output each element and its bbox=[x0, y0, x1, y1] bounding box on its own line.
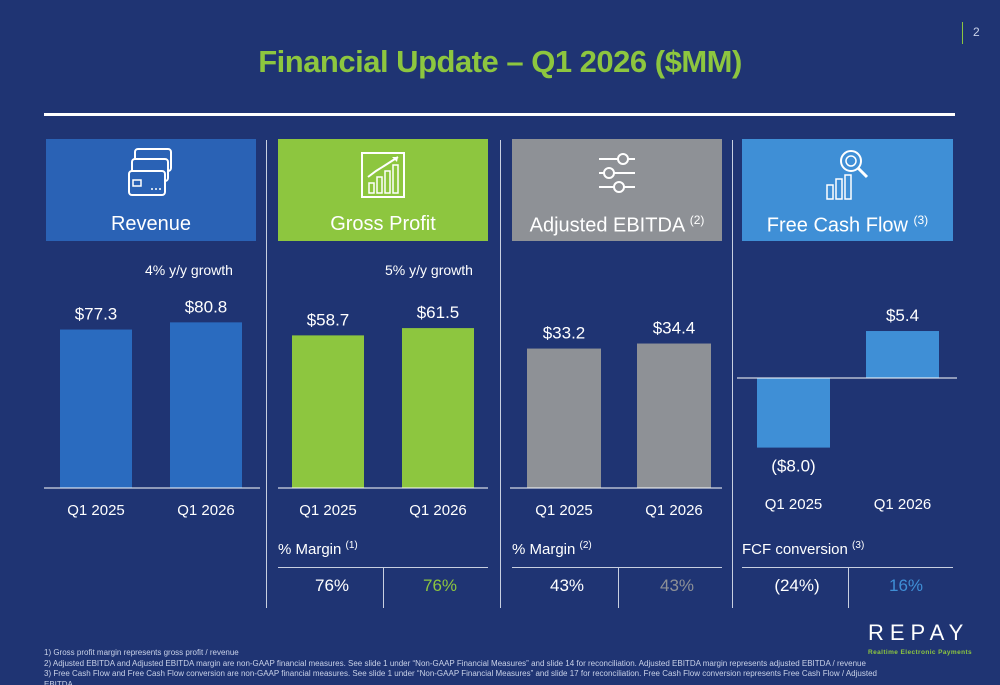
gross-margin-q1-2026: 76% bbox=[422, 576, 458, 595]
metric-separator bbox=[383, 568, 384, 608]
revenue-header: Revenue bbox=[46, 139, 256, 241]
data-label: $61.5 bbox=[417, 303, 460, 322]
fcf-conversion-q1-2026: 16% bbox=[888, 576, 924, 595]
metric-separator bbox=[618, 568, 619, 608]
bar-q1-2025 bbox=[60, 329, 132, 488]
bar-chart-growth-icon bbox=[278, 147, 488, 205]
x-tick-label: Q1 2026 bbox=[874, 496, 932, 513]
bar-q1-2026 bbox=[866, 331, 939, 378]
logo-wordmark: REPAY bbox=[868, 620, 970, 645]
fcf-conversion-label: FCF conversion (3) bbox=[742, 540, 865, 558]
footnote: 2) Adjusted EBITDA and Adjusted EBITDA m… bbox=[44, 658, 866, 668]
gross-profit-label: Gross Profit bbox=[330, 213, 436, 235]
x-tick-label: Q1 2025 bbox=[67, 502, 125, 519]
panel-divider bbox=[266, 140, 267, 608]
bar-q1-2026 bbox=[637, 343, 711, 488]
metric-separator bbox=[848, 568, 849, 608]
metric-divider bbox=[278, 567, 488, 568]
x-tick-label: Q1 2025 bbox=[765, 496, 823, 513]
data-label: $5.4 bbox=[886, 306, 919, 325]
revenue-label: Revenue bbox=[110, 213, 192, 235]
ebitda-margin-q1-2025: 43% bbox=[549, 576, 585, 595]
adjusted-ebitda-label: Adjusted EBITDA (2) bbox=[529, 213, 705, 237]
free-cash-flow-header: Free Cash Flow (3) bbox=[742, 139, 953, 241]
ebitda-margin-q1-2026: 43% bbox=[659, 576, 695, 595]
x-tick-label: Q1 2026 bbox=[409, 502, 467, 519]
credit-cards-icon bbox=[46, 147, 256, 205]
revenue-growth-annotation: 4% y/y growth bbox=[145, 262, 233, 278]
data-label: $58.7 bbox=[307, 310, 350, 329]
gross-profit-growth-annotation: 5% y/y growth bbox=[385, 262, 473, 278]
gross-profit-header: Gross Profit bbox=[278, 139, 488, 241]
free-cash-flow-label: Free Cash Flow (3) bbox=[766, 213, 929, 237]
adjusted-ebitda-header: Adjusted EBITDA (2) bbox=[512, 139, 722, 241]
title-divider bbox=[44, 113, 955, 116]
footnote: 3) Free Cash Flow and Free Cash Flow con… bbox=[44, 669, 877, 685]
metric-divider bbox=[512, 567, 722, 568]
bar-q1-2025 bbox=[757, 378, 830, 448]
page-title: Financial Update – Q1 2026 ($MM) bbox=[258, 44, 742, 79]
bar-q1-2026 bbox=[170, 322, 242, 488]
x-tick-label: Q1 2025 bbox=[535, 502, 593, 519]
bar-q1-2026 bbox=[402, 328, 474, 488]
data-label: $33.2 bbox=[543, 324, 586, 343]
sliders-icon bbox=[512, 147, 722, 205]
bar-q1-2025 bbox=[527, 348, 601, 488]
data-label: $80.8 bbox=[185, 297, 228, 316]
panel-divider bbox=[500, 140, 501, 608]
data-label: ($8.0) bbox=[771, 457, 815, 476]
ebitda-margin-label: % Margin (2) bbox=[512, 540, 592, 558]
metric-divider bbox=[742, 567, 953, 568]
footnote: 1) Gross profit margin represents gross … bbox=[44, 648, 239, 657]
data-label: $77.3 bbox=[75, 305, 118, 324]
logo-tagline: Realtime Electronic Payments bbox=[868, 649, 973, 656]
x-tick-label: Q1 2025 bbox=[299, 502, 357, 519]
x-tick-label: Q1 2026 bbox=[645, 502, 703, 519]
x-tick-label: Q1 2026 bbox=[177, 502, 235, 519]
page-number: 2 bbox=[962, 22, 992, 44]
repay-logo: REPAY Realtime Electronic Payments bbox=[868, 620, 983, 656]
panel-divider bbox=[732, 140, 733, 608]
magnify-chart-icon bbox=[742, 147, 953, 205]
fcf-conversion-q1-2025: (24%) bbox=[774, 576, 820, 595]
gross-margin-q1-2025: 76% bbox=[314, 576, 350, 595]
bar-q1-2025 bbox=[292, 335, 364, 488]
footnotes: 1) Gross profit margin represents gross … bbox=[44, 648, 904, 685]
gross-margin-label: % Margin (1) bbox=[278, 540, 358, 558]
data-label: $34.4 bbox=[653, 319, 696, 338]
